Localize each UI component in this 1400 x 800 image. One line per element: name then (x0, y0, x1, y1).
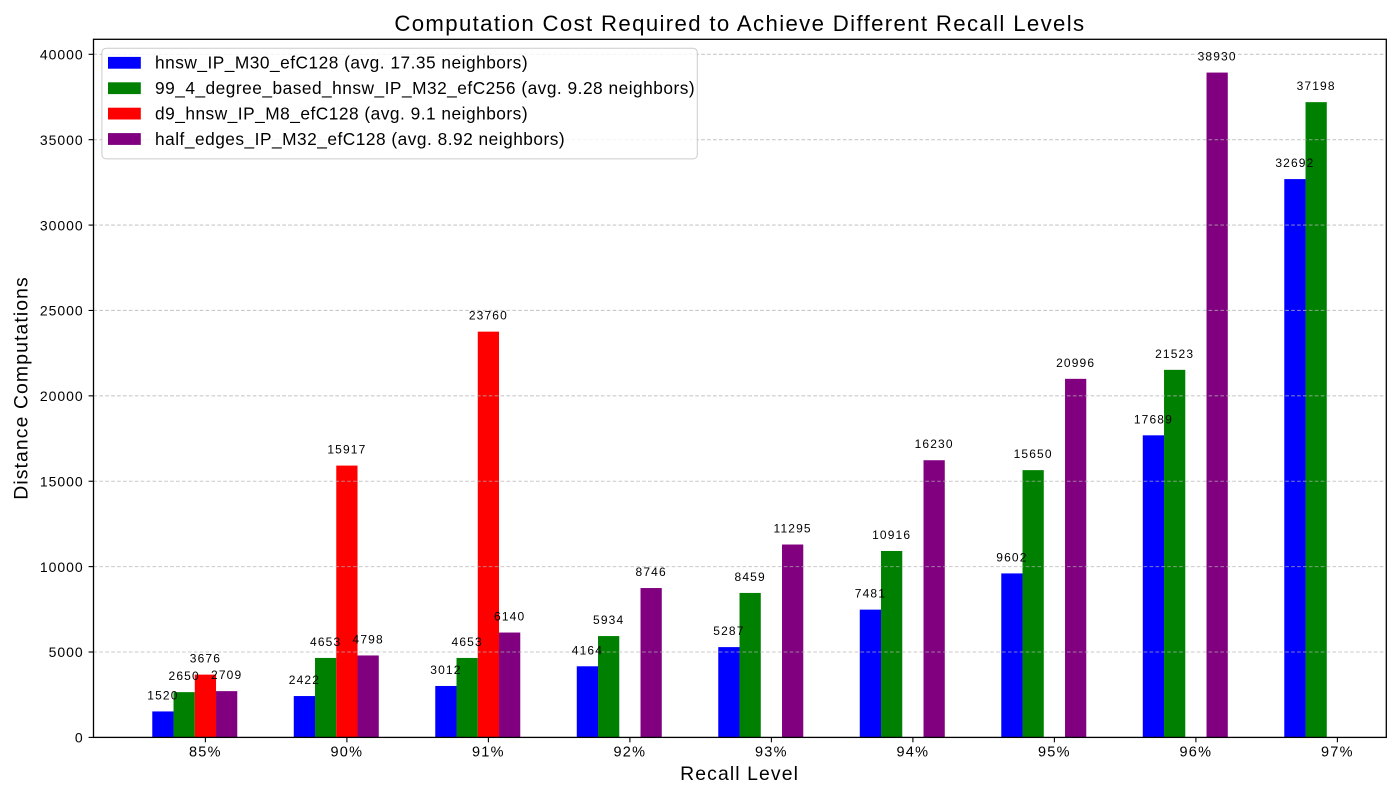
svg-text:4653: 4653 (310, 635, 341, 649)
svg-text:3012: 3012 (430, 663, 461, 677)
svg-text:half_edges_IP_M32_efC128 (avg.: half_edges_IP_M32_efC128 (avg. 8.92 neig… (155, 129, 565, 149)
svg-text:5000: 5000 (49, 644, 84, 660)
svg-text:Distance Computations: Distance Computations (11, 276, 33, 500)
svg-text:Recall Level: Recall Level (680, 763, 799, 785)
svg-text:85%: 85% (189, 745, 222, 761)
svg-text:7481: 7481 (855, 587, 886, 601)
svg-text:d9_hnsw_IP_M8_efC128 (avg. 9.1: d9_hnsw_IP_M8_efC128 (avg. 9.1 neighbors… (155, 104, 528, 124)
svg-text:20000: 20000 (40, 388, 84, 404)
svg-text:17689: 17689 (1134, 412, 1173, 426)
svg-text:40000: 40000 (40, 47, 84, 63)
svg-text:2709: 2709 (211, 668, 242, 682)
svg-text:4653: 4653 (452, 635, 483, 649)
svg-text:hnsw_IP_M30_efC128 (avg. 17.35: hnsw_IP_M30_efC128 (avg. 17.35 neighbors… (155, 53, 528, 73)
svg-text:25000: 25000 (40, 303, 84, 319)
svg-text:2650: 2650 (169, 669, 200, 683)
svg-text:4164: 4164 (572, 643, 603, 657)
svg-text:16230: 16230 (915, 437, 954, 451)
svg-text:23760: 23760 (469, 309, 508, 323)
svg-text:6140: 6140 (494, 610, 525, 624)
svg-text:90%: 90% (330, 745, 363, 761)
svg-text:92%: 92% (613, 745, 646, 761)
svg-text:35000: 35000 (40, 132, 84, 148)
svg-text:30000: 30000 (40, 217, 84, 233)
svg-text:32692: 32692 (1275, 156, 1314, 170)
svg-text:20996: 20996 (1056, 356, 1095, 370)
svg-text:38930: 38930 (1198, 50, 1237, 64)
svg-text:15917: 15917 (327, 443, 366, 457)
svg-text:10000: 10000 (40, 559, 84, 575)
svg-text:96%: 96% (1179, 745, 1212, 761)
svg-text:93%: 93% (755, 745, 788, 761)
svg-text:99_4_degree_based_hnsw_IP_M32_: 99_4_degree_based_hnsw_IP_M32_efC256 (av… (155, 78, 695, 98)
svg-text:8746: 8746 (636, 565, 667, 579)
svg-text:15000: 15000 (40, 473, 84, 489)
svg-text:3676: 3676 (190, 652, 221, 666)
svg-text:37198: 37198 (1297, 79, 1336, 93)
svg-text:2422: 2422 (289, 673, 320, 687)
svg-text:5287: 5287 (713, 624, 744, 638)
svg-text:97%: 97% (1321, 745, 1354, 761)
svg-text:1520: 1520 (147, 688, 178, 702)
svg-text:0: 0 (75, 730, 84, 746)
svg-text:94%: 94% (896, 745, 929, 761)
svg-text:11295: 11295 (774, 522, 812, 536)
svg-text:21523: 21523 (1155, 347, 1194, 361)
svg-text:8459: 8459 (735, 570, 766, 584)
svg-text:15650: 15650 (1014, 447, 1053, 461)
svg-text:Computation Cost Required to A: Computation Cost Required to Achieve Dif… (394, 11, 1085, 36)
svg-text:4798: 4798 (353, 632, 384, 646)
svg-text:10916: 10916 (872, 528, 911, 542)
svg-text:5934: 5934 (593, 613, 624, 627)
svg-text:91%: 91% (472, 745, 505, 761)
svg-text:9602: 9602 (996, 550, 1027, 564)
svg-text:95%: 95% (1038, 745, 1071, 761)
